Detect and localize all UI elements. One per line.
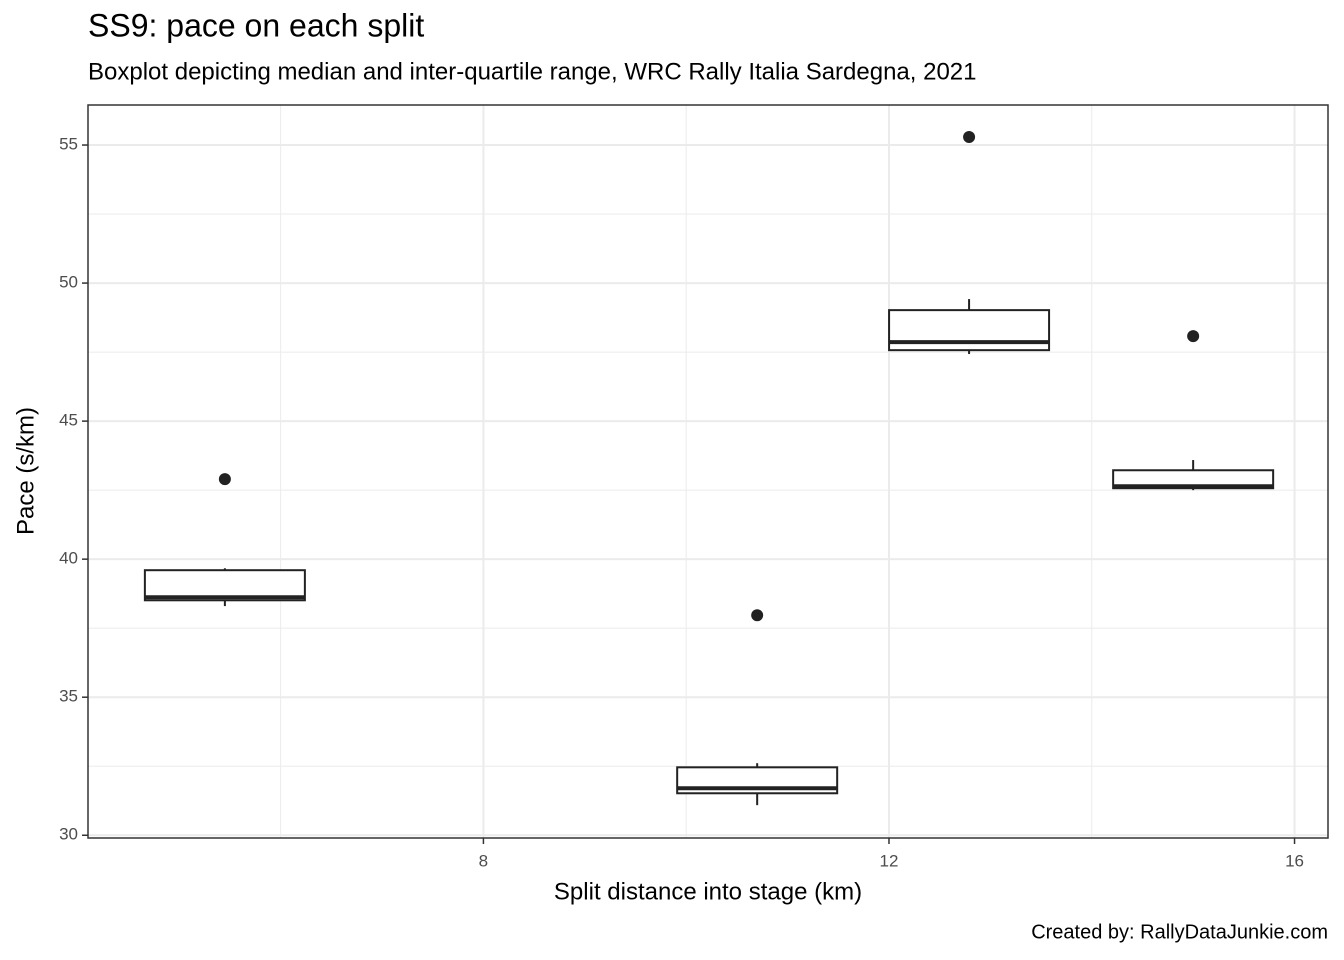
y-tick-label: 45 — [59, 411, 78, 430]
outlier — [963, 131, 976, 144]
x-tick-label: 8 — [479, 851, 488, 870]
chart-subtitle: Boxplot depicting median and inter-quart… — [88, 58, 977, 85]
panel-border — [87, 104, 1329, 839]
x-axis-title: Split distance into stage (km) — [554, 878, 862, 905]
x-tick-label: 12 — [880, 851, 899, 870]
outlier — [1187, 330, 1200, 343]
y-tick-label: 50 — [59, 273, 78, 292]
caption: Created by: RallyDataJunkie.com — [1031, 921, 1328, 943]
x-tick-label: 16 — [1285, 851, 1304, 870]
y-axis-title: Pace (s/km) — [12, 407, 39, 535]
outlier — [218, 473, 231, 486]
y-tick-label: 55 — [59, 135, 78, 154]
box — [888, 309, 1051, 352]
y-tick-label: 30 — [59, 825, 78, 844]
outlier — [751, 609, 764, 622]
chart-title: SS9: pace on each split — [88, 7, 424, 43]
y-tick-label: 35 — [59, 687, 78, 706]
y-tick-label: 40 — [59, 549, 78, 568]
